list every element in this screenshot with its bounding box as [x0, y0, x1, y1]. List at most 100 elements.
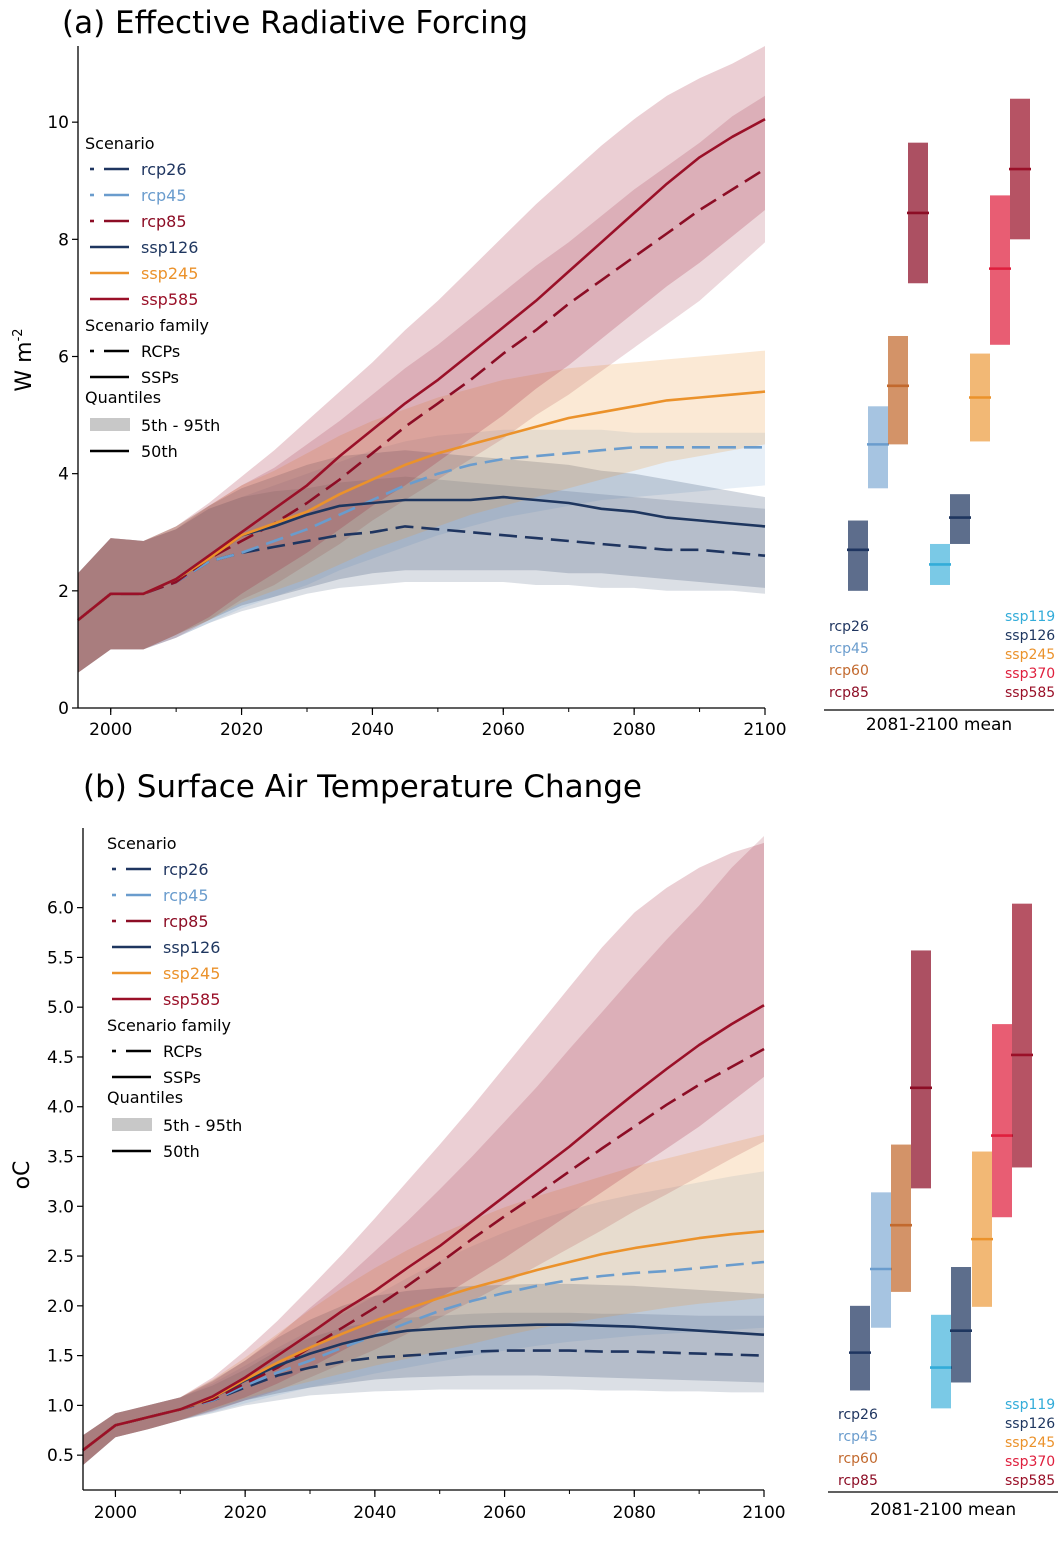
summary-bar-ssp119	[931, 1314, 951, 1409]
y-tick-label: 3.0	[47, 1197, 74, 1217]
summary-label-rcp85: rcp85	[838, 1473, 878, 1489]
summary-bar-ssp585	[1012, 903, 1032, 1168]
summary-bar-ssp126	[951, 1267, 971, 1383]
y-tick-label: 5.0	[47, 998, 74, 1018]
line-rcp26	[77, 525, 766, 622]
band-rcp45	[83, 1171, 764, 1466]
legend-label: ssp585	[141, 290, 198, 309]
summary-label-ssp126: ssp126	[1005, 1416, 1055, 1432]
axes: 0.5 1.0 1.5 2.0 2.5 3.0 3.5 4.0 4.5 5.0 5.5 6.0 2000…	[47, 828, 786, 1523]
legend-label: rcp85	[163, 912, 209, 931]
y-tick-label: 4.0	[47, 1098, 74, 1118]
legend-title: Quantiles	[107, 1088, 183, 1107]
x-tick-label: 2040	[351, 720, 394, 740]
legend-label: ssp126	[163, 938, 220, 957]
x-tick-label: 2080	[613, 720, 656, 740]
band-ssp126	[83, 1283, 764, 1466]
y-tick-label: 1.5	[47, 1347, 74, 1367]
legend-label: ssp245	[163, 964, 220, 983]
median-lines	[77, 118, 766, 622]
summary-bar-ssp370	[990, 195, 1010, 345]
summary-bar-rcp60	[891, 1144, 911, 1292]
summary-label-ssp119: ssp119	[1005, 609, 1055, 625]
line-ssp585	[77, 118, 766, 622]
line-rcp45	[77, 445, 765, 622]
x-tick-label: 2020	[220, 720, 263, 740]
legend-title: Quantiles	[85, 388, 161, 407]
summary-label-ssp119: ssp119	[1005, 1397, 1055, 1413]
y-tick-label: 4.5	[47, 1048, 74, 1068]
summary-panel: rcp26 rcp45 rcp60 rcp85 ssp119 ssp126 ssp245 ss…	[828, 903, 1058, 1520]
legend-label: RCPs	[141, 342, 180, 361]
y-axis-label: W m-2	[11, 328, 37, 391]
summary-bar-rcp26	[848, 520, 868, 591]
band-rcp85	[78, 95, 765, 673]
band-ssp585	[83, 842, 764, 1466]
uncertainty-bands	[78, 46, 765, 673]
legend-swatch	[112, 1118, 152, 1131]
line-rcp85	[82, 1047, 765, 1452]
y-tick-label: 0	[58, 699, 69, 719]
legend: Scenario rcp26 rcp45 rcp85 ssp126 ssp245 ssp58…	[85, 134, 220, 461]
band-ssp245	[78, 350, 765, 673]
legend-label: rcp45	[163, 886, 209, 905]
y-tick-label: 6.0	[47, 899, 74, 919]
band-ssp126	[78, 450, 765, 673]
x-tick-label: 2060	[483, 1503, 526, 1523]
x-tick-label: 2100	[742, 1503, 785, 1523]
y-tick-label: 3.5	[47, 1148, 74, 1168]
line-rcp45	[82, 1260, 765, 1452]
y-tick-label: 1.0	[47, 1396, 74, 1416]
x-tick-label: 2000	[94, 1503, 137, 1523]
legend-label: 50th	[141, 442, 178, 461]
line-rcp85	[77, 167, 766, 622]
legend-label: 5th - 95th	[141, 416, 220, 435]
legend-label: SSPs	[163, 1068, 201, 1087]
summary-label-ssp126: ssp126	[1005, 628, 1055, 644]
summary-bar-ssp370	[992, 1024, 1012, 1218]
band-rcp45	[78, 429, 765, 673]
x-tick-label: 2020	[224, 1503, 267, 1523]
summary-label-ssp245: ssp245	[1005, 647, 1055, 663]
panel-surface-air-temperature: (b) Surface Air Temperature Change oC 0.…	[10, 769, 1058, 1523]
band-rcp85	[83, 836, 764, 1466]
summary-bar-ssp245	[972, 1151, 992, 1307]
legend-label: ssp126	[141, 238, 198, 257]
summary-bar-rcp85	[911, 950, 931, 1189]
summary-panel: rcp26 rcp45 rcp60 rcp85 ssp119 ssp126 ssp245 ss…	[824, 98, 1055, 735]
axes: 0 2 4 6 8 10 2000 2020 2040 2060 2080 2100	[47, 46, 787, 740]
summary-label-rcp26: rcp26	[838, 1407, 878, 1423]
x-tick-label: 2080	[613, 1503, 656, 1523]
x-tick-label: 2060	[482, 720, 525, 740]
y-tick-label: 0.5	[47, 1446, 74, 1466]
summary-label-ssp245: ssp245	[1005, 1435, 1055, 1451]
summary-bar-rcp45	[871, 1192, 891, 1328]
legend-label: ssp245	[141, 264, 198, 283]
x-tick-label: 2040	[353, 1503, 396, 1523]
legend-label: ssp585	[163, 990, 220, 1009]
summary-label-rcp26: rcp26	[829, 619, 869, 635]
y-tick-label: 2	[58, 582, 69, 602]
legend-label: rcp85	[141, 212, 187, 231]
y-tick-label: 4	[58, 465, 69, 485]
summary-bar-ssp126	[950, 494, 970, 544]
summary-label-rcp45: rcp45	[838, 1429, 878, 1445]
y-tick-label: 2.5	[47, 1247, 74, 1267]
legend: Scenario rcp26 rcp45 rcp85 ssp126 ssp245 ssp58…	[107, 834, 242, 1161]
chart-title: (b) Surface Air Temperature Change	[83, 769, 642, 805]
legend-label: rcp45	[141, 186, 187, 205]
panel-effective-radiative-forcing: (a) Effective Radiative Forcing W m-2 02…	[11, 5, 1055, 740]
summary-bar-rcp60	[888, 335, 908, 445]
y-tick-label: 10	[47, 113, 69, 133]
line-ssp585	[82, 1004, 765, 1452]
y-tick-label: 5.5	[47, 948, 74, 968]
summary-bar-rcp45	[868, 406, 888, 489]
legend-title: Scenario family	[107, 1016, 231, 1035]
legend-label: rcp26	[163, 860, 209, 879]
median-lines	[82, 1004, 765, 1452]
x-tick-label: 2000	[89, 720, 132, 740]
y-tick-label: 8	[58, 230, 69, 250]
line-rcp26	[82, 1349, 765, 1452]
legend-label: 5th - 95th	[163, 1116, 242, 1135]
